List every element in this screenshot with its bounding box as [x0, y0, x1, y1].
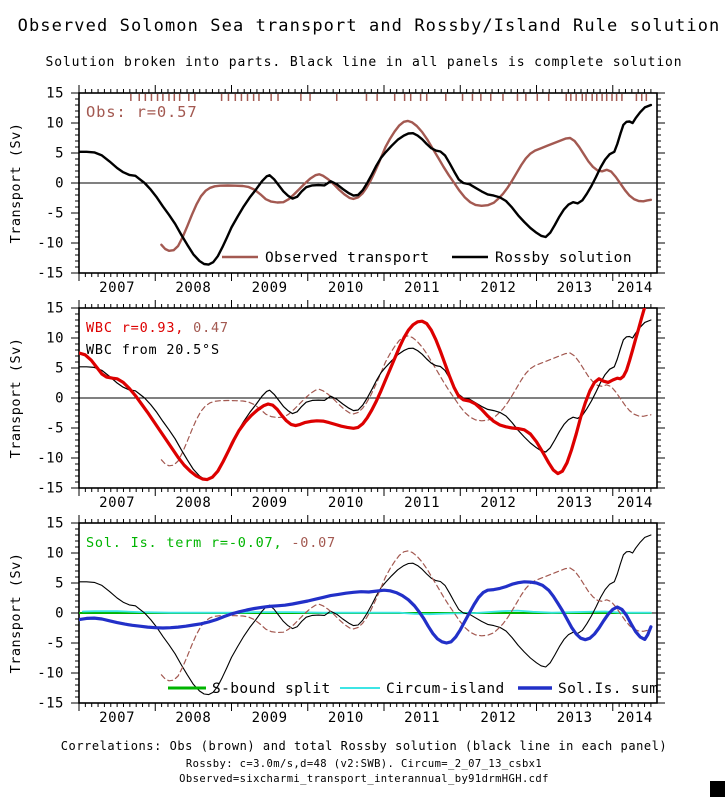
- y-axis-title: Transport (Sv): [8, 553, 24, 674]
- legend-label: Sol.Is. sum: [558, 681, 658, 697]
- caption-observed-file: Observed=sixcharmi_transport_interannual…: [179, 773, 549, 785]
- x-year-label: 2008: [175, 710, 211, 726]
- x-year-label: 2007: [99, 280, 135, 296]
- caption-rossby-params: Rossby: c=3.0m/s,d=48 (v2:SWB). Circum=_…: [186, 758, 542, 770]
- observed-line: [160, 335, 652, 467]
- solis_sum-line: [79, 580, 653, 645]
- y-tick-label: 10: [46, 331, 64, 347]
- x-year-label: 2012: [480, 495, 516, 511]
- x-year-label: 2008: [175, 495, 211, 511]
- legend-label: Circum-island: [386, 681, 505, 697]
- figure-subtitle: Solution broken into parts. Black line i…: [45, 55, 682, 70]
- x-year-label: 2014: [617, 495, 653, 511]
- y-tick-label: 15: [46, 301, 64, 317]
- y-tick-label: -5: [46, 206, 64, 222]
- y-tick-label: 10: [46, 116, 64, 132]
- axis-ticks: [71, 515, 665, 711]
- y-tick-label: 5: [55, 361, 64, 377]
- x-year-label: 2011: [404, 280, 440, 296]
- annotation-text: 0.47: [184, 320, 229, 336]
- axis-ticks: [71, 85, 665, 281]
- y-tick-label: -10: [37, 236, 64, 252]
- page-title: Observed Solomon Sea transport and Rossb…: [18, 16, 721, 36]
- x-year-label: 2007: [99, 710, 135, 726]
- y-tick-label: 10: [46, 546, 64, 562]
- x-year-label: 2012: [480, 280, 516, 296]
- annotation-text: Sol. Is. term r=-0.07,: [86, 535, 282, 551]
- y-tick-label: 5: [55, 576, 64, 592]
- y-tick-label: -15: [37, 266, 64, 282]
- y-tick-label: 0: [55, 606, 64, 622]
- x-year-label: 2011: [404, 710, 440, 726]
- y-tick-label: 5: [55, 146, 64, 162]
- panel-observed-vs-rossby: -15 -10 -5 0 5 10 15 2007 2008 2009 2010 2011 2012 20…: [8, 85, 665, 296]
- y-tick-label: 0: [55, 176, 64, 192]
- x-year-label: 2013: [557, 495, 593, 511]
- y-tick-label: -15: [37, 481, 64, 497]
- caption-correlations: Correlations: Obs (brown) and total Ross…: [61, 739, 667, 753]
- y-tick-label: 15: [46, 86, 64, 102]
- y-tick-label: -5: [46, 636, 64, 652]
- annotation-text: -0.07: [282, 535, 336, 551]
- annotation-text: WBC from 20.5°S: [86, 342, 220, 358]
- y-tick-label: -15: [37, 696, 64, 712]
- panel-annotation: WBC from 20.5°S: [86, 342, 220, 358]
- panel-annotation: WBC r=0.93, 0.47: [86, 320, 229, 336]
- x-year-label: 2007: [99, 495, 135, 511]
- curves: [79, 534, 653, 696]
- obs-time-marks: [130, 94, 648, 101]
- x-year-label: 2009: [252, 710, 288, 726]
- x-year-label: 2009: [252, 280, 288, 296]
- x-year-label: 2010: [328, 710, 364, 726]
- y-tick-label: -10: [37, 451, 64, 467]
- panel-wbc-term: -15 -10 -5 0 5 10 15 2007 2008 2009 2010 2011 2012 20…: [8, 300, 665, 511]
- observed-line: [160, 119, 653, 253]
- corner-marker: [710, 781, 725, 797]
- x-year-label: 2008: [175, 280, 211, 296]
- panel-solomon-island-term: -15 -10 -5 0 5 10 15 2007 2008 2009 2010 2011 2012 20…: [8, 515, 665, 726]
- x-year-label: 2010: [328, 495, 364, 511]
- curves: [79, 103, 653, 266]
- y-tick-label: 0: [55, 391, 64, 407]
- rossby-line: [79, 319, 652, 481]
- y-tick-label: -10: [37, 666, 64, 682]
- x-year-label: 2011: [404, 495, 440, 511]
- y-tick-label: 15: [46, 516, 64, 532]
- x-year-label: 2012: [480, 710, 516, 726]
- legend-label: Observed transport: [265, 250, 429, 266]
- y-tick-label: -5: [46, 421, 64, 437]
- panel-annotation: Obs: r=0.57: [86, 103, 197, 121]
- x-year-label: 2014: [617, 280, 653, 296]
- annotation-text: Obs: r=0.57: [86, 103, 197, 121]
- x-year-label: 2010: [328, 280, 364, 296]
- panels-container: -15 -10 -5 0 5 10 15 2007 2008 2009 2010 2011 2012 20…: [8, 85, 665, 726]
- y-axis-title: Transport (Sv): [8, 338, 24, 459]
- wbc-line: [79, 308, 647, 482]
- x-year-label: 2013: [557, 710, 593, 726]
- x-year-label: 2014: [617, 710, 653, 726]
- x-year-label: 2013: [557, 280, 593, 296]
- x-year-label: 2009: [252, 495, 288, 511]
- curves: [79, 308, 652, 482]
- observed-line: [160, 550, 652, 682]
- legend-label: Rossby solution: [495, 250, 632, 266]
- rossby-line: [79, 103, 653, 266]
- annotation-text: WBC r=0.93,: [86, 320, 184, 336]
- panel-annotation: Sol. Is. term r=-0.07, -0.07: [86, 535, 336, 551]
- y-axis-title: Transport (Sv): [8, 123, 24, 244]
- axis-ticks: [71, 300, 665, 496]
- legend-label: S-bound split: [212, 681, 331, 697]
